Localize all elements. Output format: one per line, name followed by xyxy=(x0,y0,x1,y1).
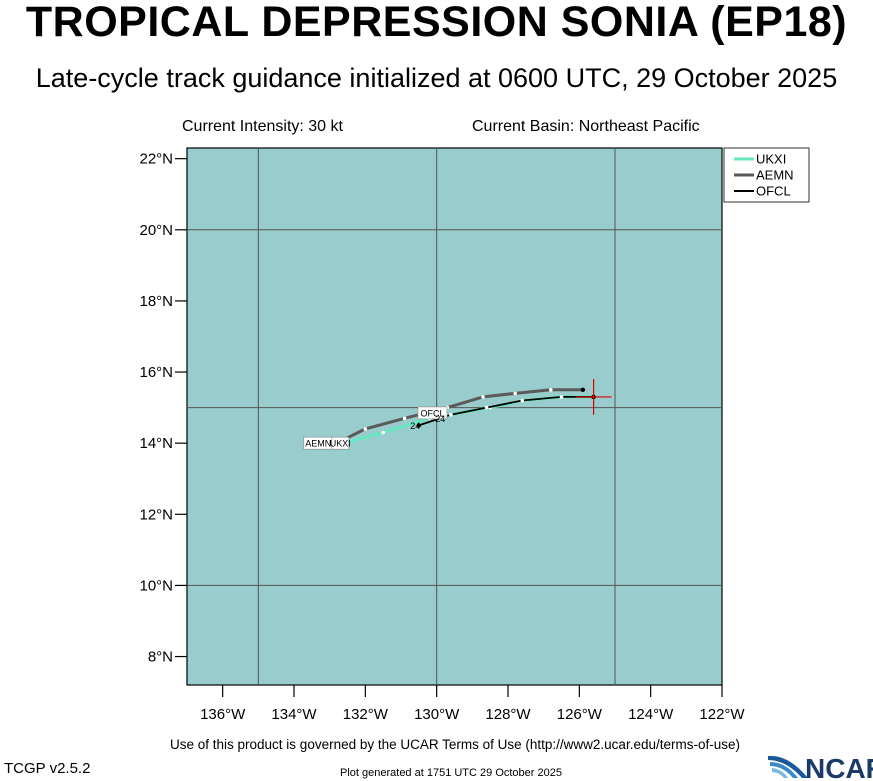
legend-label-ofcl: OFCL xyxy=(756,184,791,199)
track-label-box xyxy=(331,436,350,450)
generated-timestamp: Plot generated at 1751 UTC 29 October 20… xyxy=(340,767,562,779)
legend-label-ukxi: UKXI xyxy=(756,152,786,167)
terms-of-use-text: Use of this product is governed by the U… xyxy=(170,737,740,752)
track-point-ofcl xyxy=(484,405,489,410)
track-label-ofcl: OFCL xyxy=(417,406,448,420)
current-basin: Current Basin: Northeast Pacific xyxy=(472,118,700,135)
ncar-logo-text: NCAR xyxy=(805,753,873,780)
track-point-ofcl xyxy=(449,412,453,417)
y-tick-label: 16°N xyxy=(139,364,173,381)
version-label: TCGP v2.5.2 xyxy=(4,760,91,777)
x-tick-label: 130°W xyxy=(414,706,460,723)
current-intensity: Current Intensity: 30 kt xyxy=(182,118,343,135)
track-point-ofcl xyxy=(520,398,525,403)
track-label-text: AEMN xyxy=(305,439,331,449)
track-start-aemn xyxy=(580,387,586,393)
track-aemn xyxy=(336,388,583,445)
y-tick-label: 22°N xyxy=(139,151,173,168)
map-background xyxy=(186,147,723,686)
track-label-aemn: AEMN xyxy=(303,436,334,450)
track-label-box xyxy=(417,406,448,420)
track-end-ofcl xyxy=(416,423,422,428)
y-tick-label: 12°N xyxy=(139,506,173,523)
y-tick-label: 20°N xyxy=(139,222,173,239)
y-tick-label: 14°N xyxy=(139,435,173,452)
track-point-aemn xyxy=(549,388,553,392)
track-point-aemn xyxy=(363,427,368,431)
x-tick-label: 124°W xyxy=(628,706,674,723)
y-tick-label: 8°N xyxy=(148,649,173,666)
track-point-aemn xyxy=(481,395,485,399)
ncar-logo: NCAR xyxy=(768,753,873,780)
y-tick-label: 18°N xyxy=(139,293,173,310)
x-tick-label: 134°W xyxy=(271,706,317,723)
chart-title: TROPICAL DEPRESSION SONIA (EP18) xyxy=(25,0,848,46)
x-tick-label: 128°W xyxy=(485,706,531,723)
track-point-ofcl xyxy=(559,395,564,399)
forecast-hour-label: 24 xyxy=(435,414,445,424)
track-point-aemn xyxy=(402,416,407,421)
track-label-text: UKXI xyxy=(330,439,351,449)
forecast-hour-label: 24 xyxy=(410,421,420,431)
track-point-aemn xyxy=(513,391,517,396)
track-label-ukxi: UKXI xyxy=(330,436,351,450)
x-tick-label: 126°W xyxy=(557,706,603,723)
ncar-logo-swoosh xyxy=(768,755,808,778)
track-point-ukxi xyxy=(381,430,385,435)
x-tick-label: 122°W xyxy=(699,706,745,723)
track-label-text: OFCL xyxy=(420,408,444,418)
legend-label-aemn: AEMN xyxy=(756,168,794,183)
x-tick-label: 132°W xyxy=(343,706,389,723)
chart-subtitle: Late-cycle track guidance initialized at… xyxy=(35,63,838,93)
x-tick-label: 136°W xyxy=(200,706,246,723)
y-tick-label: 10°N xyxy=(139,577,173,594)
